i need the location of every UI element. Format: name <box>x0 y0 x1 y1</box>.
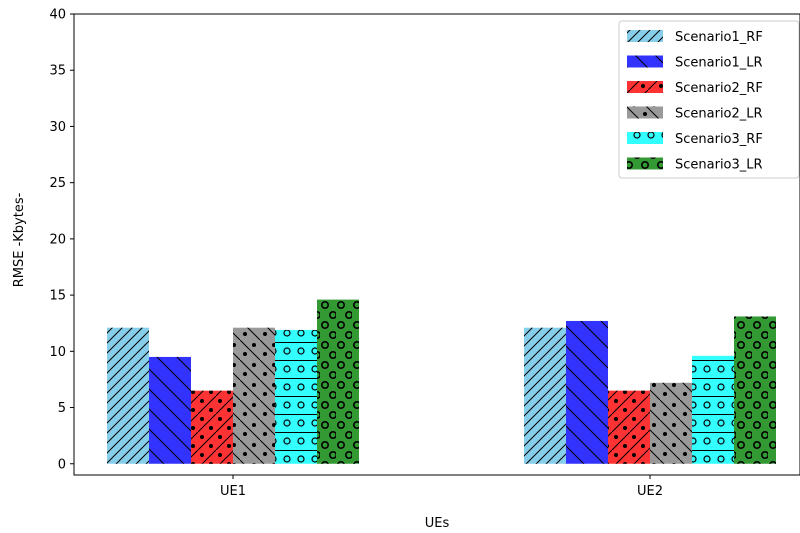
bars-group <box>107 299 776 464</box>
y-tick-label: 35 <box>49 64 66 79</box>
y-tick-label: 10 <box>49 345 66 360</box>
legend-swatch-hatch-Scenario3_RF <box>627 132 663 144</box>
legend-label-Scenario2_LR: Scenario2_LR <box>675 107 763 122</box>
y-axis: 0 5 10 15 20 25 30 35 40 <box>49 8 74 472</box>
legend-box <box>618 20 800 179</box>
legend-swatch-hatch-Scenario2_LR <box>627 106 663 119</box>
y-tick-label: 20 <box>49 232 66 247</box>
legend-swatch-hatch-Scenario2_RF <box>627 81 663 93</box>
y-tick-label: 5 <box>58 401 66 416</box>
bar-hatch-Scenario1_LR-UE1 <box>149 356 191 464</box>
legend-swatch-hatch-Scenario1_RF <box>627 30 663 42</box>
bar-hatch-Scenario2_LR-UE1 <box>233 327 275 464</box>
y-tick-label: 0 <box>58 457 66 472</box>
bar-hatch-Scenario1_LR-UE2 <box>566 320 608 464</box>
legend-label-Scenario1_LR: Scenario1_LR <box>675 56 763 71</box>
y-tick-label: 30 <box>49 120 66 135</box>
bar-hatch-Scenario1_RF-UE2 <box>524 327 566 464</box>
x-tick-label-UE1: UE1 <box>220 484 246 499</box>
y-tick-label: 40 <box>49 8 66 23</box>
bar-hatch-Scenario3_LR-UE2 <box>734 316 776 464</box>
y-axis-label: RMSE -Kbytes- <box>12 192 27 287</box>
x-axis: UE1 UE2 <box>220 475 663 499</box>
legend: Scenario1_RF Scenario1_LR Scenario2_RF Scen… <box>618 20 800 179</box>
y-tick-label: 15 <box>49 289 66 304</box>
y-tick-label: 25 <box>49 176 66 191</box>
legend-swatch-hatch-Scenario1_LR <box>627 55 663 68</box>
legend-label-Scenario1_RF: Scenario1_RF <box>675 30 763 45</box>
bar-hatch-Scenario2_LR-UE2 <box>650 382 692 464</box>
bar-hatch-Scenario3_RF-UE2 <box>692 355 734 464</box>
legend-label-Scenario3_RF: Scenario3_RF <box>675 132 763 147</box>
bar-hatch-Scenario3_LR-UE1 <box>317 299 359 464</box>
bar-hatch-Scenario1_RF-UE1 <box>107 327 149 464</box>
plot-frame <box>73 13 800 476</box>
bar-hatch-Scenario3_RF-UE1 <box>275 329 317 464</box>
legend-swatch-hatch-Scenario3_LR <box>627 157 663 170</box>
x-tick-label-UE2: UE2 <box>637 484 663 499</box>
x-axis-label: UEs <box>425 516 450 531</box>
legend-label-Scenario3_LR: Scenario3_LR <box>675 158 763 173</box>
legend-label-Scenario2_RF: Scenario2_RF <box>675 81 763 96</box>
bar-hatch-Scenario2_RF-UE2 <box>608 390 650 464</box>
bar-hatch-Scenario2_RF-UE1 <box>191 390 233 464</box>
